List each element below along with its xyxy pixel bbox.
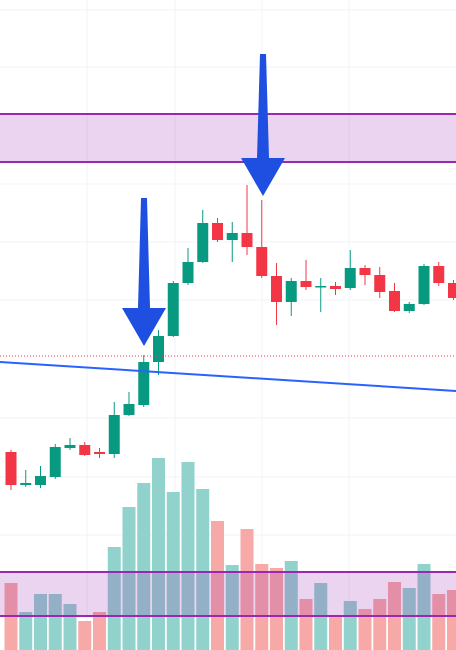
- arrow: [241, 54, 285, 196]
- volume-bar: [93, 612, 106, 650]
- candle-body: [418, 266, 430, 304]
- candle-body: [167, 283, 179, 336]
- volume-bar: [373, 599, 387, 650]
- candle-body: [79, 445, 91, 455]
- volume-bar: [196, 489, 210, 650]
- candle-body: [344, 268, 356, 288]
- candle-body: [271, 276, 282, 302]
- volume-bar: [270, 568, 283, 650]
- candle-body: [256, 247, 268, 276]
- volume-bar: [299, 599, 313, 650]
- candle-body: [182, 262, 194, 283]
- zone-band: [0, 572, 456, 616]
- volume-bar: [34, 594, 47, 650]
- volume-bar: [447, 590, 456, 650]
- volume-bar: [329, 615, 342, 650]
- candle-body: [94, 452, 105, 454]
- candle-body: [433, 266, 445, 283]
- candle-layer: [5, 185, 456, 490]
- candle-body: [241, 233, 253, 247]
- candle-body: [138, 362, 150, 405]
- volume-bar: [255, 564, 269, 650]
- candle-body: [226, 233, 238, 240]
- candle-body: [5, 452, 17, 485]
- candle-body: [64, 445, 76, 448]
- candle-body: [212, 223, 223, 240]
- volume-bar: [78, 621, 92, 650]
- candle-body: [359, 268, 371, 275]
- candle-body: [330, 286, 341, 289]
- candle-body: [374, 275, 386, 292]
- candle-body: [285, 281, 297, 302]
- volume-layer: [4, 458, 456, 650]
- trend-line: [0, 361, 456, 392]
- candle-body: [108, 415, 120, 454]
- candle-body: [300, 281, 312, 287]
- volume-bar: [284, 561, 298, 650]
- candle-body: [35, 476, 46, 485]
- zone-band: [0, 114, 456, 162]
- candle-body: [123, 404, 135, 415]
- arrow: [122, 198, 166, 346]
- volume-bar: [137, 483, 151, 650]
- volume-bar: [211, 521, 224, 650]
- volume-bar: [181, 462, 195, 650]
- volume-bar: [122, 507, 136, 650]
- volume-bar: [432, 594, 446, 650]
- candle-body: [49, 447, 61, 477]
- volume-bar: [402, 588, 416, 650]
- candle-body: [315, 286, 327, 288]
- volume-bar: [240, 529, 254, 650]
- volume-bar: [19, 612, 33, 650]
- volume-bar: [358, 609, 372, 650]
- volume-bar: [152, 458, 165, 650]
- candle-body: [403, 304, 415, 311]
- volume-bar: [225, 565, 239, 650]
- candle-body: [153, 336, 164, 362]
- candle-body: [389, 291, 400, 311]
- volume-bar: [417, 564, 431, 650]
- candle-body: [197, 223, 209, 262]
- candle-body: [20, 483, 32, 485]
- volume-bar: [343, 601, 357, 650]
- candle-body: [448, 283, 456, 298]
- volume-bar: [48, 594, 62, 650]
